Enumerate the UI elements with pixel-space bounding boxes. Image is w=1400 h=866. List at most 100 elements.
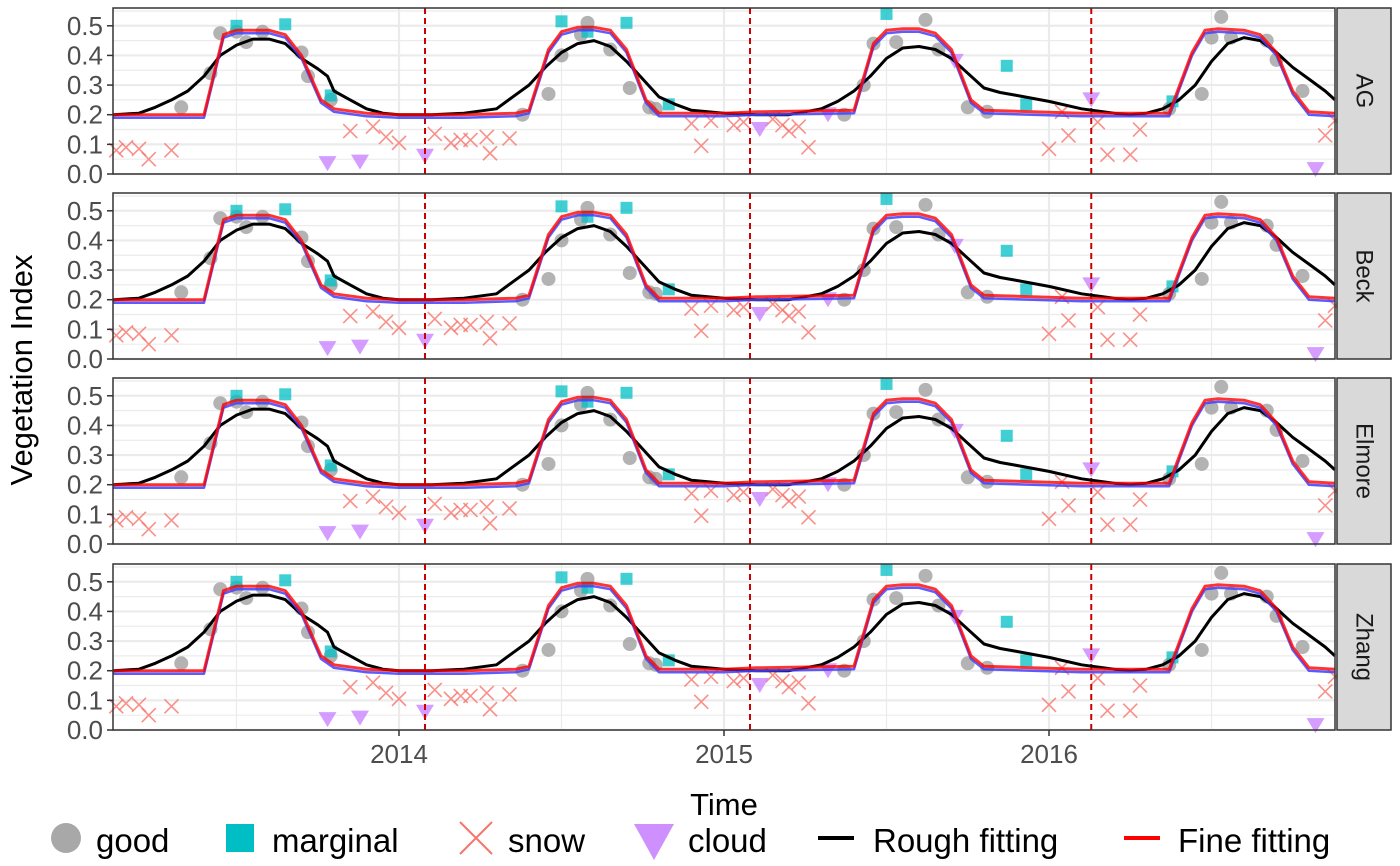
point-good xyxy=(1194,271,1209,286)
point-snow xyxy=(378,129,394,145)
point-snow xyxy=(141,521,157,537)
point-snow xyxy=(791,304,807,320)
point-cloud xyxy=(750,307,769,323)
point-snow xyxy=(479,314,495,330)
point-snow xyxy=(342,493,358,509)
point-snow xyxy=(683,116,700,132)
point-snow xyxy=(1090,299,1106,315)
point-good xyxy=(1214,379,1229,394)
point-snow xyxy=(683,301,700,317)
point-snow xyxy=(1122,147,1138,163)
point-snow xyxy=(163,142,180,158)
panel-border xyxy=(112,377,1336,545)
x-tick-label: 2016 xyxy=(1020,739,1078,769)
point-snow xyxy=(1317,127,1333,144)
point-snow xyxy=(427,311,443,327)
point-snow xyxy=(118,695,134,711)
point-snow xyxy=(342,679,358,695)
point-snow xyxy=(726,117,742,133)
point-snow xyxy=(108,142,124,158)
point-snow xyxy=(108,327,124,343)
legend-label-snow: snow xyxy=(508,822,585,859)
point-good xyxy=(174,285,189,300)
y-axis: 0.00.10.20.30.40.5 xyxy=(67,381,113,559)
point-snow xyxy=(1099,332,1116,348)
point-snow xyxy=(791,675,807,691)
x-axis: 2014 2015 2016 xyxy=(370,730,1078,769)
series-fine-fitting xyxy=(113,395,1336,487)
point-snow xyxy=(443,505,459,521)
point-marginal xyxy=(279,18,292,31)
point-snow xyxy=(683,486,700,502)
point-good xyxy=(918,568,933,583)
point-snow xyxy=(693,323,709,339)
y-tick-label: 0.0 xyxy=(67,344,103,374)
point-good xyxy=(889,405,904,420)
point-snow xyxy=(378,314,394,330)
point-snow xyxy=(462,132,479,148)
point-marginal xyxy=(279,388,292,401)
point-marginal xyxy=(620,201,633,214)
point-snow xyxy=(1041,326,1057,342)
point-snow xyxy=(781,308,797,324)
point-good xyxy=(889,35,904,50)
point-cloud xyxy=(750,678,769,694)
point-good xyxy=(174,656,189,671)
point-marginal xyxy=(555,385,568,398)
point-snow xyxy=(443,320,459,336)
legend-label-marginal: marginal xyxy=(272,822,399,859)
point-snow xyxy=(391,135,407,151)
series-fine-fitting xyxy=(113,25,1336,117)
y-axis: 0.00.10.20.30.40.5 xyxy=(67,11,113,189)
y-tick-label: 0.5 xyxy=(67,381,103,411)
point-snow xyxy=(693,508,709,524)
point-snow xyxy=(735,299,752,315)
point-good xyxy=(255,209,270,224)
point-good xyxy=(1295,84,1310,98)
point-marginal xyxy=(555,15,568,28)
point-marginal xyxy=(620,16,633,29)
legend-key-cloud xyxy=(634,824,674,860)
point-snow xyxy=(378,685,394,701)
y-tick-label: 0.3 xyxy=(67,70,103,100)
point-marginal xyxy=(555,571,568,584)
point-snow xyxy=(141,707,157,723)
point-marginal xyxy=(880,192,893,205)
point-marginal xyxy=(1000,244,1013,257)
point-snow xyxy=(1317,312,1333,329)
point-cloud xyxy=(351,339,369,355)
point-cloud xyxy=(318,156,337,172)
x-tick-label: 2014 xyxy=(370,739,428,769)
point-snow xyxy=(1060,683,1077,700)
point-cloud xyxy=(318,712,337,728)
point-snow xyxy=(365,119,381,135)
point-snow xyxy=(427,496,443,512)
point-snow xyxy=(800,509,817,525)
point-cloud xyxy=(750,492,769,508)
point-cloud xyxy=(318,341,337,357)
point-snow xyxy=(482,515,498,531)
point-snow xyxy=(1090,484,1106,500)
point-snow xyxy=(479,685,495,701)
point-snow xyxy=(163,698,180,714)
point-good xyxy=(622,266,637,281)
point-good xyxy=(541,86,556,101)
point-cloud xyxy=(351,710,369,726)
legend-label-fine: Fine fitting xyxy=(1178,822,1330,859)
point-snow xyxy=(443,691,459,707)
point-snow xyxy=(479,129,495,145)
point-snow xyxy=(141,336,157,352)
point-snow xyxy=(443,135,459,151)
point-snow xyxy=(378,499,394,515)
point-good xyxy=(541,642,556,657)
point-snow xyxy=(735,670,752,686)
point-good xyxy=(918,382,933,397)
point-snow xyxy=(1060,497,1077,514)
point-cloud xyxy=(351,154,369,170)
panel-beck: 0.00.10.20.30.40.5 Beck xyxy=(67,192,1392,374)
point-good xyxy=(1194,642,1209,657)
point-good xyxy=(1295,454,1310,468)
point-snow xyxy=(726,673,742,689)
legend: good marginal snow cloud Rough fitting Fine f… xyxy=(51,821,1330,860)
point-cloud xyxy=(750,122,769,138)
